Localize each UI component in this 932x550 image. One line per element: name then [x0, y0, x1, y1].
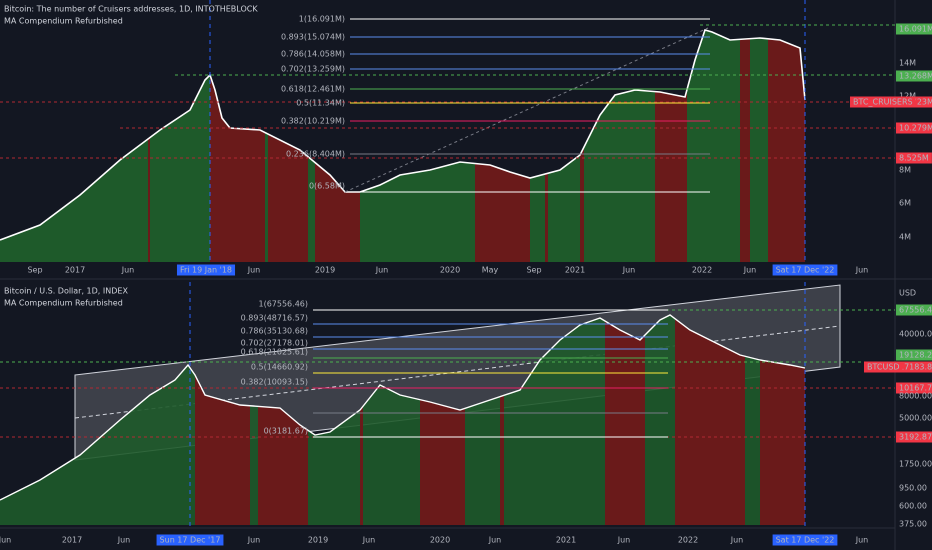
label: Jun [121, 266, 135, 275]
label: 0.893(15.074M) [281, 33, 345, 42]
label: 10167.71 [899, 384, 932, 393]
label: BTC_CRUISERS [853, 98, 913, 107]
label-box [896, 431, 932, 443]
label: Jun [488, 536, 502, 545]
label: Jun [855, 266, 869, 275]
label: USD [899, 289, 916, 298]
label: 2017 [62, 536, 82, 545]
price-line [0, 314, 806, 501]
label: Jun [622, 266, 636, 275]
label: 0.382(10.219M) [281, 117, 345, 126]
label: 600.00 [899, 502, 927, 511]
label: 0.786(14.058M) [281, 50, 345, 59]
horizontal-levels [0, 24, 895, 159]
label: 0.786(35130.68) [241, 327, 308, 336]
label: 10.279M [899, 124, 932, 133]
label-box [772, 534, 838, 546]
label: 0.236(8.404M) [286, 150, 345, 159]
label-box [896, 382, 932, 394]
label: 0.5(14660.92) [251, 363, 308, 372]
label-box [864, 361, 903, 373]
label: Jun [730, 536, 744, 545]
label-box [896, 70, 932, 82]
label: 67556.46 [899, 306, 932, 315]
label: 1750.00 [899, 460, 932, 469]
label: 40000.00 [899, 330, 932, 339]
label: 0.702(13.259M) [281, 65, 345, 74]
indicator-name: MA Compendium Refurbished [4, 299, 123, 308]
label: 2020 [440, 266, 460, 275]
label: 12M [899, 92, 916, 101]
horizontal-levels [0, 309, 895, 438]
label: 2022 [678, 536, 698, 545]
label-box [772, 264, 838, 276]
label: 375.00 [899, 520, 927, 529]
label: 8.525M [899, 154, 929, 163]
label: Sat 17 Dec '22 [776, 536, 835, 545]
label: BTCUSD [867, 363, 900, 372]
pane-title: Bitcoin / U.S. Dollar, 1D, INDEX [4, 287, 128, 296]
label: 2022 [692, 266, 712, 275]
label: 17183.87 [899, 363, 932, 372]
label-box [896, 361, 932, 373]
label: Jun [362, 536, 376, 545]
label: Sat 17 Dec '22 [776, 266, 835, 275]
label: 2021 [565, 266, 585, 275]
label: 3192.87 [899, 433, 932, 442]
label: May [482, 266, 499, 275]
price-line [0, 29, 806, 241]
label: 13.268M [899, 72, 932, 81]
label: 16.091M [899, 25, 932, 34]
label: Jun [375, 266, 389, 275]
label: Sun 17 Dec '17 [160, 536, 221, 545]
label: 0.382(10093.15) [241, 378, 308, 387]
label: Jun [117, 536, 131, 545]
label: 2019 [315, 266, 335, 275]
label-box [896, 122, 932, 134]
label: 2020 [430, 536, 450, 545]
label: Sep [27, 266, 42, 275]
label: 1(16.091M) [299, 15, 345, 24]
label: 5000.00 [899, 414, 932, 423]
label: Sep [526, 266, 541, 275]
label: 6M [899, 199, 911, 208]
label: 0.618(12.461M) [281, 85, 345, 94]
label: 2017 [65, 266, 85, 275]
label: Jun [743, 266, 757, 275]
label: 8000.00 [899, 392, 932, 401]
label: 0.5(11.34M) [296, 99, 345, 108]
label: 0.618(21025.61) [241, 348, 308, 357]
label: 0(3181.67) [264, 427, 308, 436]
label: 19128.27 [899, 351, 932, 360]
label: 8M [899, 166, 911, 175]
label: Jun [855, 536, 869, 545]
label: 0.893(48716.57) [241, 314, 308, 323]
label: Jun [247, 266, 261, 275]
label: 14M [899, 59, 916, 68]
label: 1(67556.46) [258, 300, 308, 309]
label-box [156, 534, 224, 546]
label-box [176, 264, 236, 276]
label: 0.702(27178.01) [241, 339, 308, 348]
label: 0(6.58M) [309, 182, 345, 191]
label: 4M [899, 233, 911, 242]
label-box [896, 152, 932, 164]
label-box [896, 349, 932, 361]
indicator-fill [0, 30, 805, 262]
label: Jun [247, 536, 261, 545]
label: Fri 19 Jan '18 [180, 266, 232, 275]
label: 2019 [308, 536, 328, 545]
trend-line [344, 27, 709, 193]
label: 950.00 [899, 484, 927, 493]
label-box [896, 23, 932, 35]
label: 2021 [556, 536, 576, 545]
indicator-name: MA Compendium Refurbished [4, 17, 123, 26]
label-box [896, 304, 932, 316]
pane-title: Bitcoin: The number of Cruisers addresse… [4, 5, 258, 14]
label-box [850, 96, 916, 108]
label: Jun [0, 536, 11, 545]
label: Jun [617, 536, 631, 545]
